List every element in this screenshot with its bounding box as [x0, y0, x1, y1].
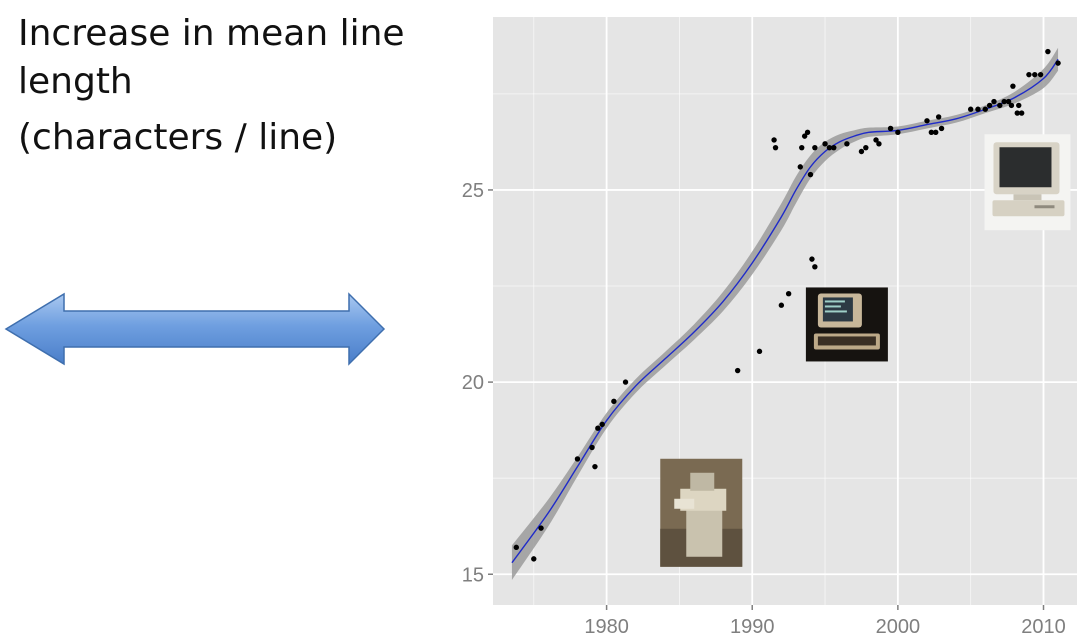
data-point: [809, 256, 815, 262]
x-axis-ticks: 1980 1990 2000 2010: [584, 605, 1066, 638]
x-tick-label: 2000: [876, 616, 921, 638]
data-point: [831, 144, 837, 151]
data-point: [771, 137, 777, 143]
plot-background: [493, 17, 1077, 605]
keyboard-shelf: [674, 498, 695, 509]
data-point: [997, 102, 1003, 109]
data-point: [1005, 98, 1012, 105]
data-point: [873, 137, 879, 143]
data-point: [531, 556, 537, 562]
slide-title-block: Increase in mean line length (characters…: [18, 10, 438, 162]
data-point: [863, 144, 869, 151]
x-tick-label: 1980: [584, 616, 629, 638]
data-point: [804, 129, 811, 135]
data-point: [622, 379, 629, 385]
grid-lines: [493, 17, 1077, 605]
data-point: [982, 106, 988, 112]
x-tick-label: 2010: [1021, 616, 1065, 638]
data-point: [1016, 102, 1022, 109]
double-arrow-icon: [4, 292, 386, 366]
data-point: [991, 98, 997, 105]
slide-subtitle: (characters / line): [18, 117, 338, 158]
data-point: [538, 525, 544, 531]
data-point: [1018, 110, 1025, 116]
data-point: [887, 125, 894, 132]
computer-base: [992, 200, 1065, 217]
data-point: [812, 144, 818, 151]
smooth-fit-path: [511, 58, 1059, 564]
data-point: [807, 171, 814, 178]
data-point: [975, 106, 981, 112]
slide-title: Increase in mean line length: [18, 13, 405, 102]
screen-text-line: [824, 310, 847, 313]
data-point: [574, 456, 581, 462]
data-point: [1008, 102, 1015, 109]
data-point: [801, 133, 808, 139]
data-point: [592, 463, 598, 470]
data-point: [756, 348, 763, 355]
data-point: [513, 544, 520, 551]
keys: [817, 336, 876, 346]
desktop-computer-photo: [984, 134, 1071, 231]
data-point: [895, 129, 901, 135]
data-point: [611, 398, 617, 405]
smooth-fit-line: [511, 58, 1059, 564]
data-point: [595, 425, 601, 431]
monitor-screen: [999, 147, 1052, 188]
data-point: [812, 264, 818, 270]
data-point: [928, 129, 935, 135]
data-point: [967, 106, 974, 112]
screen-text-line: [824, 305, 841, 308]
screen-text-line: [824, 300, 845, 303]
data-point: [589, 444, 595, 451]
y-tick-label: 15: [462, 564, 484, 586]
data-point: [599, 421, 605, 428]
y-tick-label: 20: [462, 372, 484, 394]
data-point: [1037, 71, 1044, 78]
paper-roll: [690, 472, 715, 491]
data-point: [876, 141, 882, 147]
line-length-chart: 1980 1990 2000 2010 15 20 25: [462, 17, 1077, 638]
x-tick-label: 1990: [730, 616, 775, 638]
video-terminal-photo: [805, 287, 888, 362]
data-point: [844, 141, 850, 147]
data-point: [1055, 60, 1061, 66]
teletype-stand: [686, 506, 723, 557]
monitor-stand: [1013, 194, 1042, 201]
data-point: [822, 141, 828, 147]
data-point: [734, 367, 741, 374]
data-point: [924, 118, 930, 124]
y-axis-ticks: 15 20 25: [462, 180, 493, 586]
teletype-terminal-photo: [660, 458, 743, 567]
data-point: [1001, 98, 1007, 105]
data-point: [935, 114, 942, 120]
data-point: [858, 148, 865, 155]
data-point: [826, 144, 833, 151]
data-point: [933, 129, 939, 135]
data-point: [797, 164, 803, 170]
data-point: [1026, 71, 1032, 78]
data-point: [772, 144, 779, 151]
terminal-images: [660, 134, 1071, 567]
data-point: [986, 102, 993, 109]
data-point: [778, 302, 785, 308]
data-point: [785, 291, 792, 297]
data-point: [938, 125, 945, 132]
disk-slot: [1034, 205, 1055, 209]
data-point: [1032, 71, 1038, 78]
y-tick-label: 25: [462, 180, 484, 202]
data-point: [1010, 83, 1016, 89]
data-point: [799, 144, 805, 151]
data-point: [1014, 110, 1020, 116]
plot-panel: [493, 17, 1077, 605]
data-points: [513, 48, 1061, 562]
data-point: [1045, 48, 1051, 55]
